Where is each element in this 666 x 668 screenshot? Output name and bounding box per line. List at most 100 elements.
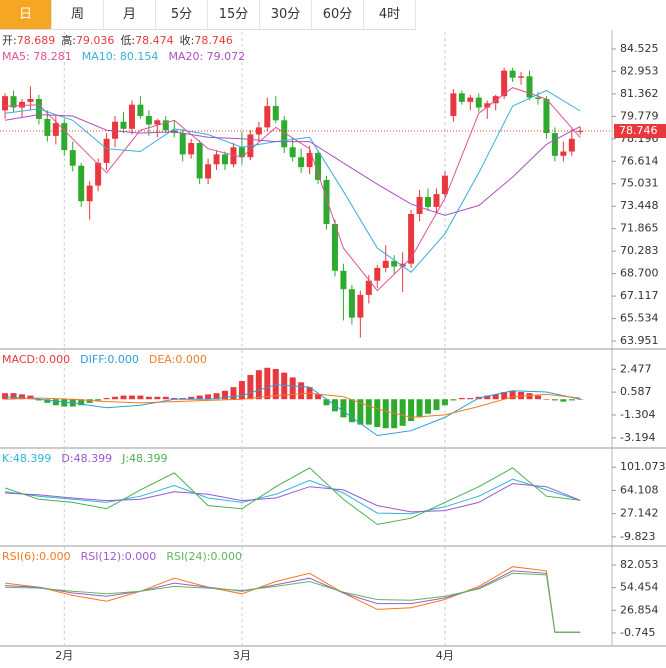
candle-body — [230, 147, 237, 165]
candle-body — [86, 185, 93, 202]
macd-bar — [382, 399, 389, 429]
y-tick-label: 65.534 — [620, 312, 659, 325]
candle-body — [145, 116, 152, 125]
ohlc-value: 78.474 — [135, 34, 174, 47]
macd-bar — [560, 399, 567, 402]
macd-bar — [188, 396, 195, 400]
y-tick-label: 70.283 — [620, 244, 659, 257]
y-tick-label: 0.587 — [620, 385, 652, 398]
ohlc-label: 收: — [180, 33, 195, 47]
macd-bar — [568, 399, 575, 401]
y-tick-label: 79.779 — [620, 109, 659, 122]
macd-bar — [492, 394, 499, 400]
macd-bar — [78, 399, 85, 406]
ohlc-label: 低: — [120, 34, 135, 47]
indicator-line — [5, 478, 581, 515]
candle-body — [543, 99, 550, 134]
ohlc-label: 高: — [61, 33, 76, 47]
ohlc-value: 79.036 — [76, 34, 115, 47]
macd-bar — [441, 399, 448, 406]
macd-bar — [35, 399, 42, 401]
macd-bar — [458, 398, 465, 400]
candle-body — [560, 151, 567, 156]
macd-bar — [86, 399, 93, 403]
macd-bar — [467, 398, 474, 400]
candle-body — [484, 103, 491, 108]
macd-bar — [61, 399, 68, 407]
period-tabs: 日周月 5分 15分 30分 60分 4时 — [0, 0, 416, 30]
macd-bar — [162, 396, 169, 400]
candle-body — [272, 106, 279, 121]
candle-body — [340, 270, 347, 290]
macd-bar — [222, 390, 229, 400]
macd-bar — [18, 394, 25, 400]
macd-bar — [272, 368, 279, 400]
indicator-line — [5, 392, 581, 418]
y-tick-label: 71.865 — [620, 222, 659, 235]
candle-body — [264, 106, 271, 128]
y-tick-label: -9.823 — [620, 530, 655, 543]
period-tab[interactable]: 4时 — [364, 0, 416, 29]
candle-body — [348, 289, 355, 318]
candle-body — [534, 97, 541, 100]
period-tab[interactable]: 月 — [104, 0, 156, 29]
indicator-line — [5, 570, 581, 633]
candle-body — [458, 93, 465, 102]
candle-body — [95, 162, 102, 186]
candle-body — [154, 120, 161, 125]
macd-bar — [425, 399, 432, 414]
macd-bar — [112, 396, 119, 400]
legend-entry: RSI(24):0.000 — [166, 550, 242, 563]
candle-body — [408, 213, 415, 264]
macd-bar — [52, 399, 59, 406]
period-tab[interactable]: 60分 — [312, 0, 364, 29]
candle-body — [10, 96, 17, 108]
macd-bar — [95, 399, 102, 401]
legend-entry: MA10: 80.154 — [82, 50, 159, 63]
period-tab[interactable]: 5分 — [156, 0, 208, 29]
y-tick-label: 101.073 — [620, 460, 666, 473]
macd-bar — [501, 391, 508, 400]
macd-bar — [348, 399, 355, 423]
period-tab[interactable]: 日 — [0, 0, 52, 29]
macd-bar — [179, 398, 186, 400]
indicator-line — [5, 87, 581, 292]
macd-bar — [289, 377, 296, 400]
macd-bar — [238, 381, 245, 400]
macd-bar — [171, 398, 178, 400]
candle-body — [450, 93, 457, 117]
candle-body — [501, 70, 508, 97]
x-tick-label: 4月 — [436, 649, 454, 662]
period-tab[interactable]: 15分 — [208, 0, 260, 29]
macd-bar — [120, 395, 127, 400]
macd-bar — [534, 395, 541, 400]
macd-bar — [154, 396, 161, 400]
macd-bar — [44, 399, 51, 403]
candle-body — [475, 97, 482, 108]
y-tick-label: 2.477 — [620, 362, 652, 375]
candle-body — [315, 152, 322, 180]
y-tick-label: 64.108 — [620, 483, 659, 496]
period-tab[interactable]: 30分 — [260, 0, 312, 29]
macd-bar — [323, 399, 330, 406]
macd-bar — [128, 395, 135, 400]
candle-body — [52, 123, 59, 136]
ohlc-value: 78.746 — [194, 34, 233, 47]
legend-entry: D:48.399 — [61, 452, 112, 465]
legend-entry: J:48.399 — [121, 452, 167, 465]
period-tab[interactable]: 周 — [52, 0, 104, 29]
indicator-line — [5, 566, 581, 633]
macd-bar — [2, 393, 9, 400]
candle-body — [374, 267, 381, 281]
macd-bar — [137, 395, 144, 400]
candle-body — [433, 194, 440, 207]
indicator-line — [5, 89, 581, 273]
candle-body — [179, 133, 186, 155]
ohlc-entry: 收:78.746 — [180, 33, 233, 47]
y-tick-label: 82.953 — [620, 64, 659, 77]
candle-body — [365, 280, 372, 295]
candle-body — [27, 99, 34, 102]
ohlc-entry: 开:78.689 — [2, 34, 55, 47]
